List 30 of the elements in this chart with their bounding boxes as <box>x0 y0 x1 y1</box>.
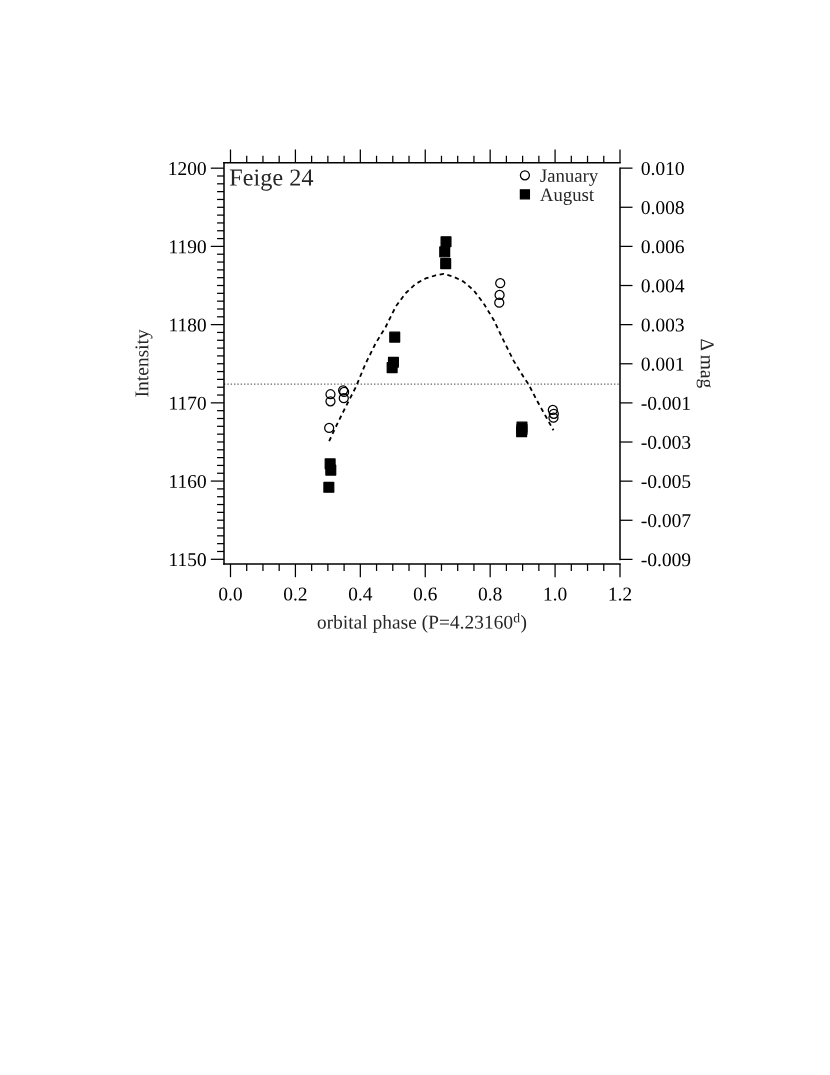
y2-tick-label: -0.007 <box>641 514 691 528</box>
y2-tick-label: 0.010 <box>641 161 684 176</box>
x-tick-label: 0.8 <box>478 587 502 601</box>
x-tick-label: 0.2 <box>284 587 307 601</box>
legend-label: January <box>540 169 599 186</box>
y2-tick-label: 0.003 <box>641 318 684 332</box>
y2-tick-label: -0.005 <box>641 474 691 489</box>
y2-tick-label: -0.001 <box>641 396 690 410</box>
y2-tick-label: 0.006 <box>641 240 684 254</box>
y-tick-label: 1190 <box>170 240 206 254</box>
y2-tick-label: 0.008 <box>641 201 684 215</box>
y-tick-label: 1150 <box>170 553 206 567</box>
y-tick-label: 1170 <box>170 396 206 410</box>
y2-axis-title: Δ mag <box>696 339 714 388</box>
y-tick-label: 1160 <box>170 474 206 489</box>
x-tick-label: 1.2 <box>609 587 632 601</box>
y2-tick-label: -0.009 <box>641 553 691 567</box>
chart-title: Feige 24 <box>229 169 314 191</box>
x-tick-label: 1.0 <box>544 587 567 601</box>
y-tick-label: 1180 <box>170 318 206 332</box>
x-tick-label: 0.0 <box>219 587 242 601</box>
x-axis-title: orbital phase (P=4.23160$^{d}$) <box>317 612 527 633</box>
x-tick-label: 0.6 <box>413 587 437 601</box>
legend-label: August <box>540 188 594 205</box>
y2-tick-label: 0.004 <box>641 279 685 293</box>
y2-tick-label: -0.003 <box>641 435 691 450</box>
y-tick-label: 1200 <box>169 161 206 176</box>
x-tick-label: 0.4 <box>348 587 373 601</box>
y-axis-title: Intensity <box>135 329 153 397</box>
y2-tick-label: 0.001 <box>641 357 684 371</box>
